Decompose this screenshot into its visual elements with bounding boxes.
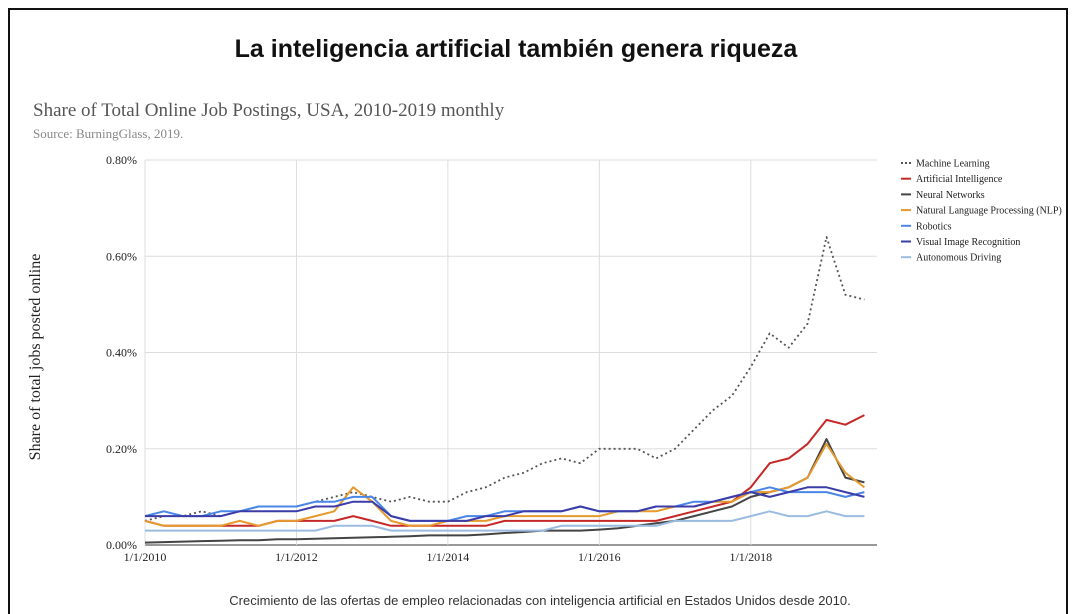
legend-label: Machine Learning	[916, 159, 990, 170]
x-tick-label: 1/1/2012	[275, 550, 318, 564]
series-line	[144, 438, 865, 544]
legend-label: Visual Image Recognition	[916, 237, 1020, 248]
series-line	[145, 486, 865, 522]
x-tick-label: 1/1/2014	[427, 550, 470, 564]
y-tick-label: 0.80%	[106, 153, 137, 167]
slide-title: La inteligencia artificial también gener…	[235, 35, 799, 63]
y-tick-label: 0.20%	[106, 442, 137, 456]
series-line	[145, 510, 865, 532]
legend-label: Autonomous Driving	[916, 253, 1001, 264]
legend-label: Natural Language Processing (NLP)	[916, 206, 1062, 217]
x-tick-label: 1/1/2016	[578, 550, 621, 564]
legend-label: Neural Networks	[916, 190, 985, 201]
chart-title: Share of Total Online Job Postings, USA,…	[33, 100, 505, 121]
legend-label: Artificial Intelligence	[916, 174, 1003, 185]
caption: Crecimiento de las ofertas de empleo rel…	[229, 593, 850, 608]
legend-label: Robotics	[916, 221, 952, 232]
frame	[8, 8, 1068, 614]
y-axis-label: Share of total jobs posted online	[27, 254, 44, 461]
chart-subtitle: Source: BurningGlass, 2019.	[33, 126, 183, 141]
x-tick-label: 1/1/2010	[124, 550, 167, 564]
y-tick-label: 0.60%	[106, 249, 137, 263]
y-tick-label: 0.00%	[106, 538, 137, 552]
y-tick-label: 0.40%	[106, 346, 137, 360]
x-tick-label: 1/1/2018	[729, 550, 772, 564]
series-line	[144, 236, 865, 522]
